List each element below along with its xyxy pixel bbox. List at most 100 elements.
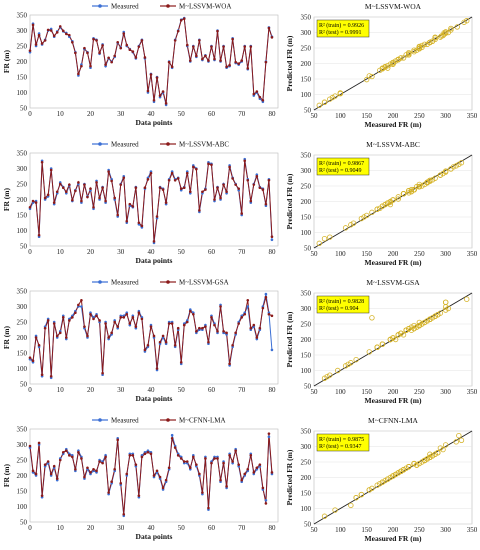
predicted-point <box>146 343 150 347</box>
y-axis-label: FR (m) <box>2 325 11 349</box>
scatter-point <box>416 181 423 188</box>
predicted-point <box>270 471 274 474</box>
predicted-point <box>234 60 237 64</box>
predicted-point <box>237 463 240 466</box>
predicted-point <box>55 334 59 338</box>
scatter-point <box>432 36 438 43</box>
predicted-point <box>83 475 86 479</box>
scatter-point <box>348 222 354 228</box>
scatter-point <box>361 214 367 220</box>
predicted-point <box>225 65 228 69</box>
r2-box <box>316 295 370 314</box>
y-tick-label: 200 <box>17 58 28 66</box>
predicted-point <box>104 455 107 459</box>
predicted-point <box>228 165 231 169</box>
predicted-point <box>234 449 237 453</box>
y-tick-label: 50 <box>20 105 28 113</box>
scatter-point <box>366 487 372 493</box>
y-tick-label: 300 <box>301 29 312 37</box>
predicted-point <box>71 198 74 202</box>
predicted-point <box>137 221 141 225</box>
scatter-point <box>416 44 423 50</box>
y-tick-label: 200 <box>301 198 312 206</box>
measured-point <box>264 499 268 502</box>
y-tick-label: 150 <box>301 214 312 222</box>
predicted-point <box>40 161 44 164</box>
predicted-point <box>213 323 216 327</box>
legend-measured-marker <box>98 142 102 146</box>
scatter-point <box>406 50 412 57</box>
predicted-point <box>204 188 207 191</box>
predicted-point <box>58 331 62 335</box>
predicted-point <box>207 506 210 510</box>
x-tick-label: 50 <box>311 112 319 120</box>
y-tick-label: 200 <box>17 196 28 204</box>
predicted-point <box>77 303 80 307</box>
predicted-point <box>131 50 135 53</box>
predicted-point <box>149 452 153 456</box>
x-tick-label: 40 <box>147 248 155 256</box>
legend-predicted-marker <box>166 280 170 284</box>
predicted-point <box>252 323 256 327</box>
measured-point <box>270 238 274 242</box>
scatter-point <box>324 374 330 380</box>
predicted-point <box>128 48 132 52</box>
predicted-point <box>125 472 129 476</box>
y-tick-label: 300 <box>17 27 28 35</box>
predicted-point <box>110 480 113 484</box>
predicted-point <box>161 188 165 191</box>
predicted-point <box>173 39 177 42</box>
predicted-point <box>210 316 213 319</box>
measured-point <box>270 348 274 352</box>
legend-measured-label: Measured <box>111 3 139 11</box>
predicted-point <box>267 312 271 316</box>
predicted-point <box>107 336 110 339</box>
predicted-point <box>264 295 268 299</box>
predicted-point <box>243 45 247 48</box>
scatter-point <box>406 463 412 470</box>
x-tick-label: 50 <box>311 250 319 258</box>
predicted-point <box>143 452 147 456</box>
x-tick-label: 20 <box>87 386 95 394</box>
predicted-point <box>161 90 165 93</box>
predicted-point <box>77 181 80 184</box>
predicted-point <box>198 39 201 42</box>
predicted-point <box>261 486 265 490</box>
predicted-point <box>131 454 135 457</box>
scatter-point <box>448 27 454 33</box>
predicted-point <box>158 186 162 190</box>
predicted-point <box>167 322 171 325</box>
predicted-point <box>119 46 123 50</box>
y-tick-label: 100 <box>17 365 28 373</box>
predicted-point <box>74 51 77 55</box>
predicted-point <box>255 466 259 470</box>
predicted-point <box>155 215 159 218</box>
predicted-point <box>219 305 222 308</box>
predicted-point <box>246 468 250 471</box>
predicted-point <box>198 472 201 476</box>
predicted-point <box>152 334 156 338</box>
scatter-point <box>411 49 417 55</box>
scatter-point <box>379 341 386 347</box>
scatter-point <box>427 451 433 457</box>
predicted-point <box>210 45 213 48</box>
predicted-point <box>222 45 225 48</box>
predicted-point <box>49 168 53 172</box>
predicted-point <box>140 224 144 228</box>
predicted-point <box>46 28 50 32</box>
predicted-point <box>110 179 113 183</box>
predicted-point <box>231 343 234 347</box>
y-tick-label: 100 <box>17 89 28 97</box>
predicted-point <box>237 62 240 65</box>
predicted-point <box>219 478 222 482</box>
scatter-point <box>379 66 386 72</box>
predicted-point <box>182 323 186 327</box>
scatter-point <box>358 215 365 222</box>
scatter-point <box>442 168 449 174</box>
predicted-point <box>43 326 47 330</box>
scatter-point <box>316 102 322 109</box>
predicted-point <box>46 460 50 463</box>
measured-point <box>170 433 174 437</box>
predicted-point <box>137 494 141 497</box>
